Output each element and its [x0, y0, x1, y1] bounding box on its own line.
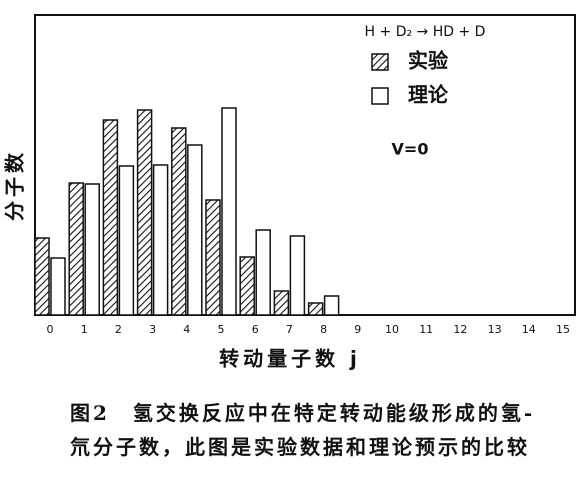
bar [205, 199, 221, 316]
bar [136, 109, 153, 316]
bar [239, 256, 255, 316]
x-tick-label: 0 [47, 323, 54, 336]
x-tick-label: 6 [252, 323, 259, 336]
legend-swatch [371, 87, 389, 105]
bar [34, 237, 50, 316]
bar [221, 107, 237, 316]
bar [187, 144, 203, 316]
x-tick-label: 13 [488, 323, 502, 336]
bar [171, 127, 187, 316]
bar [307, 302, 324, 316]
bar [102, 119, 119, 316]
x-tick-label: 10 [385, 323, 399, 336]
x-tick-label: 1 [81, 323, 88, 336]
bar [323, 295, 340, 316]
legend-label: 实验 [408, 49, 448, 73]
x-tick-label: 7 [286, 323, 293, 336]
x-tick-label: 4 [183, 323, 190, 336]
legend-label: 理论 [408, 83, 449, 107]
legend-swatch [371, 53, 389, 71]
x-axis-label: 转动量子数 j [219, 347, 361, 371]
x-tick-label: 11 [419, 323, 433, 336]
x-tick-label: 12 [453, 323, 467, 336]
x-tick-label: 5 [218, 323, 225, 336]
bar [84, 183, 100, 316]
x-tick-label: 9 [354, 323, 361, 336]
x-tick-label: 8 [320, 323, 327, 336]
x-tick-label: 14 [522, 323, 536, 336]
x-tick-label: 2 [115, 323, 122, 336]
bar [273, 290, 290, 316]
bar [68, 182, 84, 316]
bar [289, 235, 306, 316]
y-axis-label: 分子数 [3, 149, 27, 221]
reaction-annotation: H + D₂ → HD + D [365, 24, 486, 40]
bar [255, 229, 271, 316]
x-tick-label: 3 [149, 323, 156, 336]
bar [118, 165, 135, 316]
bar [50, 257, 66, 316]
x-tick-label: 15 [556, 323, 570, 336]
condition-label: V=0 [392, 140, 429, 159]
figure-caption: 图2 氢交换反应中在特定转动能级形成的氢-氘分子数，此图是实验数据和理论预示的比… [70, 401, 536, 459]
bar [152, 164, 169, 316]
